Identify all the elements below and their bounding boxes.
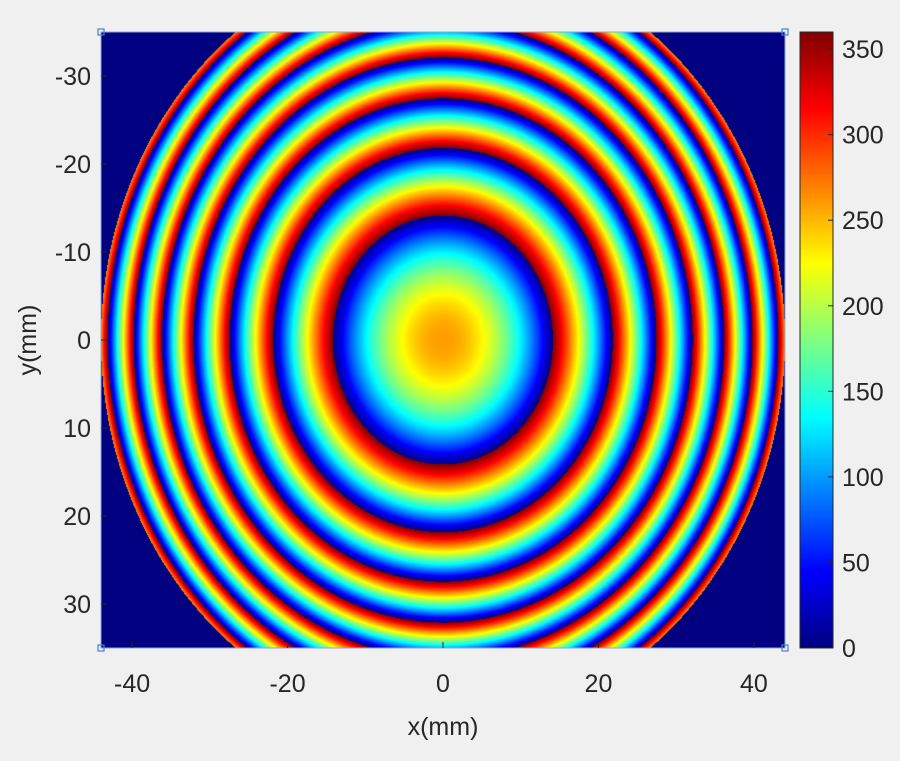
colorbar-tick-label: 350 [842, 36, 884, 64]
colorbar-tick-label: 200 [842, 293, 884, 321]
x-tick-label: -20 [269, 670, 305, 698]
y-tick-label: 20 [63, 503, 91, 531]
y-tick-label: 30 [63, 591, 91, 619]
colorbar-tick-label: 300 [842, 122, 884, 150]
y-tick-label: 0 [77, 327, 91, 355]
x-tick-label: 0 [436, 670, 450, 698]
y-axis-ticks: -30 -20 -10 0 10 20 30 [55, 63, 107, 619]
x-tick-label: 20 [585, 670, 613, 698]
colorbar-gradient [800, 32, 833, 648]
colorbar-tick-label: 50 [842, 549, 870, 577]
colorbar-tick-label: 150 [842, 378, 884, 406]
colorbar-ticks: 0 50 100 150 200 250 300 350 [828, 36, 884, 663]
y-tick-label: -30 [55, 63, 91, 91]
x-axis-label: x(mm) [408, 713, 479, 741]
colorbar-tick-label: 0 [842, 635, 856, 663]
x-tick-label: -40 [114, 670, 150, 698]
y-tick-label: -10 [55, 239, 91, 267]
heatmap-image [101, 32, 785, 648]
colorbar-tick-label: 100 [842, 464, 884, 492]
y-tick-label: 10 [63, 415, 91, 443]
x-axis-ticks: -40 -20 0 20 40 [114, 642, 768, 698]
y-axis-label: y(mm) [14, 305, 42, 376]
colorbar-tick-label: 250 [842, 207, 884, 235]
x-tick-label: 40 [740, 670, 768, 698]
y-tick-label: -20 [55, 151, 91, 179]
